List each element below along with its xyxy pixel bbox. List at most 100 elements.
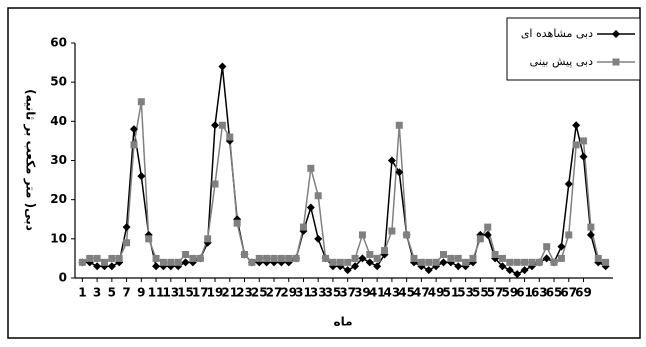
legend-box [506,17,641,81]
data-point [410,254,418,262]
x-tick-label: 13 [162,286,179,300]
data-point [152,254,160,262]
x-tick-label: 23 [236,286,253,300]
data-point [78,258,86,266]
data-point [167,258,175,266]
data-point [123,239,131,247]
x-tick-label: 57 [487,286,504,300]
legend-marker [612,30,620,38]
y-tick-label: 50 [50,75,67,89]
data-point [506,258,514,266]
data-point [365,258,374,267]
x-tick-label: 51 [443,286,460,300]
x-tick-label: 31 [295,286,312,300]
data-point [403,231,411,239]
data-point [285,254,293,262]
data-point [498,254,506,262]
legend-label: دبی مشاهده ای [521,27,593,40]
data-point [454,254,462,262]
data-point [137,98,145,106]
data-point [233,219,241,227]
data-point [107,262,116,271]
data-point [351,254,359,262]
data-point [358,254,367,263]
x-axis-label: ماه [333,315,352,329]
data-point [580,137,588,145]
x-tick-label: 29 [280,286,297,300]
data-point [462,258,470,266]
data-point [594,254,602,262]
data-point [93,262,102,271]
data-point [255,254,263,262]
x-tick-label: 25 [251,286,268,300]
data-point [189,254,197,262]
data-point [115,254,123,262]
data-point [491,254,500,263]
data-point [159,258,167,266]
y-tick-label: 30 [50,153,67,167]
x-tick-label: 3 [93,286,101,300]
data-point [322,254,330,262]
data-point [122,223,131,232]
x-tick-label: 11 [148,286,165,300]
data-point [299,223,307,231]
y-tick-label: 60 [50,36,67,50]
data-point [535,258,543,266]
data-point [543,243,551,251]
data-point [211,121,220,130]
x-tick-label: 41 [369,286,386,300]
data-point [358,231,366,239]
x-tick-label: 9 [137,286,145,300]
x-tick-label: 53 [457,286,474,300]
data-point [513,270,522,279]
data-point [307,164,315,172]
data-point [373,262,382,271]
data-point [498,262,507,271]
data-point [579,152,588,161]
data-point [270,254,278,262]
x-tick-label: 45 [398,286,415,300]
data-point [211,180,219,188]
data-point [550,258,558,266]
data-point [306,203,315,212]
data-point [483,230,492,239]
data-point [387,156,396,165]
data-point [336,258,344,266]
data-point [602,258,610,266]
data-point [513,258,521,266]
x-tick-label: 35 [325,286,342,300]
data-point [204,235,212,243]
data-point [263,254,271,262]
data-point [454,262,463,271]
data-point [351,262,360,271]
legend-label: دبی پیش بینی [530,55,593,68]
data-point [587,223,595,231]
data-point [218,62,227,71]
data-point [381,247,389,255]
data-point [417,258,425,266]
data-point [93,254,101,262]
data-point [476,235,484,243]
data-point [329,258,337,266]
data-point [439,258,448,267]
x-tick-label: 43 [384,286,401,300]
data-point [373,254,381,262]
data-point [182,251,190,258]
y-tick-label: 10 [50,231,67,245]
data-point [521,258,529,266]
data-point [424,266,433,275]
data-point [572,141,580,149]
x-tick-label: 47 [413,286,430,300]
x-tick-label: 69 [575,286,592,300]
x-tick-label: 55 [472,286,489,300]
y-axis-label: دبی( متر مکعب بر ثانیه) [24,89,38,231]
data-point [432,258,440,266]
data-point [388,227,396,235]
data-point [218,121,226,129]
data-point [557,242,566,251]
data-point [241,251,249,258]
data-point [505,266,514,275]
data-point [572,121,581,130]
data-point [226,133,234,141]
